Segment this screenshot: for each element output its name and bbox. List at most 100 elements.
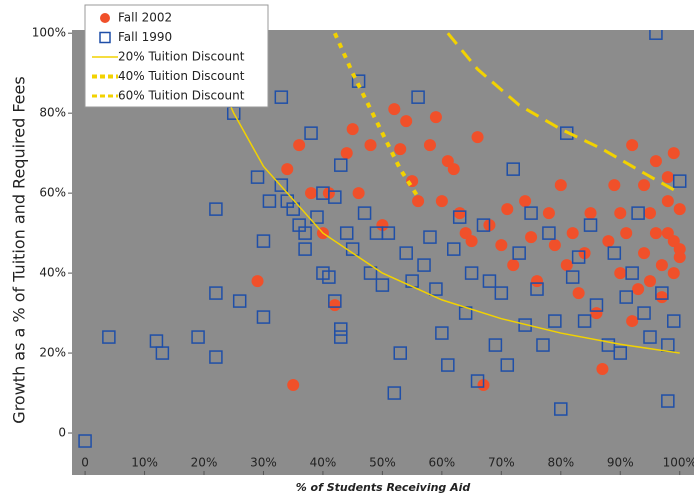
point bbox=[661, 195, 674, 208]
y-tick-label: 0 bbox=[58, 426, 66, 440]
curve bbox=[446, 32, 681, 195]
point bbox=[619, 290, 633, 304]
point bbox=[328, 190, 342, 204]
point bbox=[548, 314, 562, 328]
point bbox=[376, 219, 389, 232]
point bbox=[256, 310, 271, 324]
point bbox=[465, 235, 478, 248]
point bbox=[583, 218, 598, 232]
x-tick-label: 0 bbox=[81, 456, 89, 470]
point bbox=[417, 258, 431, 272]
point bbox=[495, 239, 508, 252]
point bbox=[412, 195, 425, 208]
point bbox=[531, 275, 544, 288]
curve bbox=[224, 92, 680, 354]
point bbox=[387, 386, 402, 400]
point bbox=[262, 194, 277, 208]
point bbox=[613, 346, 628, 360]
x-tick-label: 70% bbox=[488, 456, 515, 470]
point bbox=[566, 227, 579, 240]
point bbox=[334, 330, 348, 344]
point bbox=[423, 139, 436, 152]
point bbox=[429, 282, 443, 296]
point bbox=[667, 267, 680, 280]
point bbox=[519, 195, 532, 208]
point bbox=[607, 246, 622, 260]
point bbox=[584, 207, 597, 220]
point bbox=[632, 283, 645, 296]
point bbox=[155, 346, 170, 360]
x-tick-label: 100% bbox=[663, 456, 694, 470]
point bbox=[673, 203, 686, 216]
point bbox=[381, 226, 396, 240]
point bbox=[453, 207, 466, 220]
point bbox=[542, 226, 556, 240]
point bbox=[357, 206, 372, 220]
point bbox=[672, 174, 687, 188]
point bbox=[649, 30, 663, 40]
point bbox=[322, 270, 336, 284]
point bbox=[394, 143, 407, 156]
point bbox=[565, 270, 580, 284]
legend-marker bbox=[99, 31, 111, 44]
point bbox=[512, 246, 526, 260]
point bbox=[281, 163, 294, 176]
point bbox=[304, 126, 318, 140]
point bbox=[655, 291, 668, 304]
x-tick-label: 20% bbox=[191, 456, 218, 470]
point bbox=[649, 227, 662, 240]
x-tick-label: 30% bbox=[250, 456, 277, 470]
point bbox=[548, 239, 561, 252]
point bbox=[620, 227, 633, 240]
point bbox=[476, 218, 491, 232]
x-axis-title: % of Students Receiving Aid bbox=[296, 481, 471, 494]
point bbox=[667, 314, 681, 328]
point bbox=[626, 315, 639, 328]
point bbox=[608, 179, 621, 192]
point bbox=[232, 294, 247, 308]
x-tick-label: 80% bbox=[547, 456, 574, 470]
point bbox=[251, 275, 264, 288]
point bbox=[274, 90, 289, 104]
legend-marker bbox=[100, 13, 110, 23]
x-tick-label: 50% bbox=[369, 456, 396, 470]
point bbox=[542, 207, 555, 220]
point bbox=[364, 139, 377, 152]
point bbox=[625, 266, 639, 280]
point bbox=[423, 230, 437, 244]
point bbox=[500, 358, 515, 372]
point bbox=[399, 246, 413, 260]
point bbox=[596, 363, 609, 376]
point bbox=[507, 259, 520, 272]
point bbox=[649, 155, 662, 168]
point bbox=[524, 206, 538, 220]
point bbox=[339, 226, 354, 240]
point bbox=[554, 402, 568, 416]
point bbox=[673, 251, 686, 264]
point bbox=[286, 202, 300, 216]
point bbox=[305, 187, 318, 200]
point bbox=[400, 115, 413, 128]
point bbox=[589, 298, 604, 312]
point bbox=[209, 350, 223, 364]
point bbox=[501, 203, 514, 216]
point bbox=[411, 90, 425, 104]
y-tick-label: 100% bbox=[32, 26, 66, 40]
point bbox=[435, 195, 448, 208]
y-axis-title: Growth as a % of Tuition and Required Fe… bbox=[10, 76, 29, 423]
point bbox=[471, 131, 484, 144]
legend-label: 60% Tuition Discount bbox=[118, 89, 245, 103]
point bbox=[346, 123, 359, 136]
point bbox=[601, 338, 616, 352]
point bbox=[536, 338, 550, 352]
point bbox=[494, 286, 509, 300]
point bbox=[78, 434, 92, 448]
point bbox=[525, 231, 538, 244]
point bbox=[655, 259, 668, 272]
point bbox=[102, 330, 116, 344]
point bbox=[571, 250, 586, 264]
point bbox=[328, 299, 341, 312]
legend-label: Fall 2002 bbox=[118, 11, 172, 25]
point bbox=[298, 226, 312, 240]
